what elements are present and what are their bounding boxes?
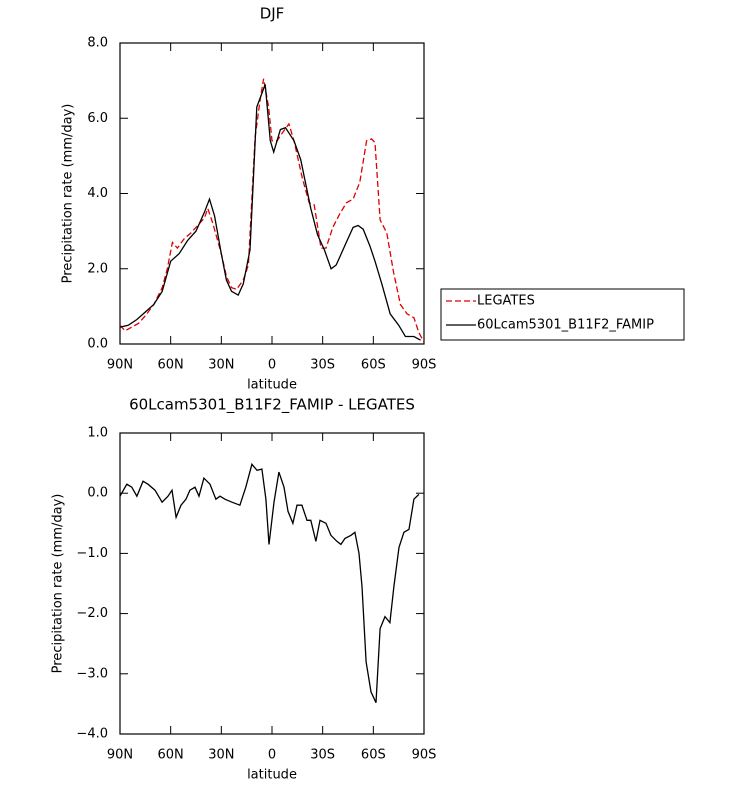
y-tick-label: 2.0 [87,261,108,276]
y-axis-label: Precipitation rate (mm/day) [51,494,66,674]
x-tick-label: 60N [158,358,184,373]
x-tick-label: 60S [361,748,386,763]
x-tick-label: 30N [208,748,234,763]
legend: LEGATES 60Lcam5301_B11F2_FAMIP [440,288,685,341]
x-tick-label: 90N [107,748,133,763]
y-tick-label: −2.0 [76,606,108,621]
x-tick-label: 30S [310,358,335,373]
y-tick-label: 1.0 [87,426,108,441]
legend-label: 60Lcam5301_B11F2_FAMIP [477,318,654,333]
y-tick-label: −4.0 [76,727,108,742]
x-tick-label: 30S [310,748,335,763]
y-tick-label: 0.0 [87,486,108,501]
y-tick-label: 0.0 [87,337,108,352]
x-tick-label: 60S [361,358,386,373]
x-tick-label: 0 [268,358,276,373]
x-tick-label: 0 [268,748,276,763]
y-tick-label: 4.0 [87,186,108,201]
x-tick-label: 90S [412,748,437,763]
x-tick-label: 30N [208,358,234,373]
y-axis-label: Precipitation rate (mm/day) [61,104,76,284]
data-line [119,462,420,703]
data-line [119,78,425,343]
x-axis-label: latitude [247,768,297,783]
x-tick-label: 60N [158,748,184,763]
x-tick-label: 90N [107,358,133,373]
y-tick-label: −3.0 [76,666,108,681]
x-tick-label: 90S [412,358,437,373]
y-tick-label: −1.0 [76,546,108,561]
legend-label: LEGATES [477,294,535,309]
y-tick-label: 8.0 [87,36,108,51]
chart-title: DJF [260,5,285,23]
y-tick-label: 6.0 [87,111,108,126]
chart-title: 60Lcam5301_B11F2_FAMIP - LEGATES [129,396,415,415]
x-axis-label: latitude [247,378,297,393]
plot-frame [119,432,425,735]
data-line [119,84,421,341]
legend-frame [440,288,685,341]
